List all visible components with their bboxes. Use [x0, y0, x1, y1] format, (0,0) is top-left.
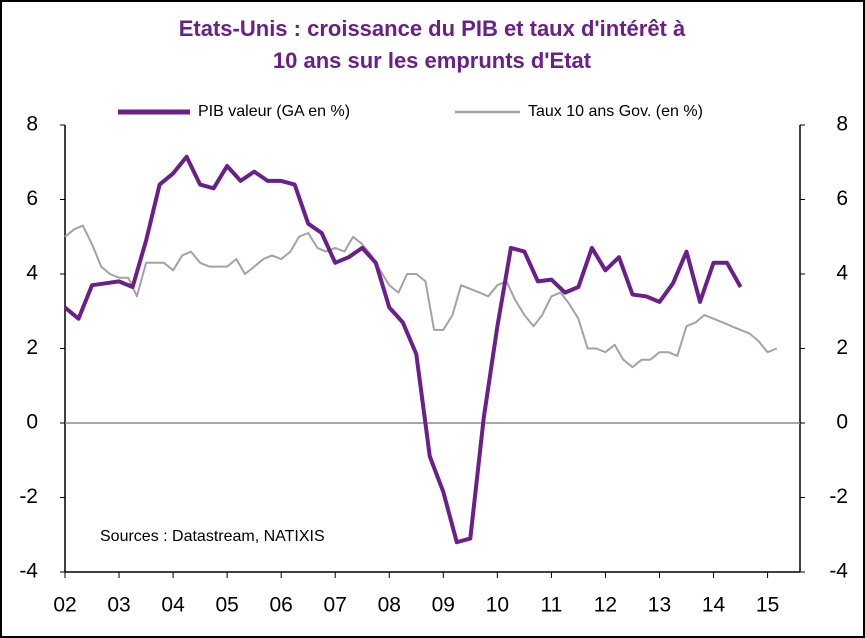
y2-tick-label: 8: [836, 113, 848, 136]
y-tick-label: 6: [26, 187, 38, 210]
x-tick-label: 08: [378, 594, 401, 617]
y-tick-label: -2: [19, 485, 38, 508]
x-tick-label: 07: [324, 594, 347, 617]
x-tick-label: 06: [269, 594, 292, 617]
series-line: [63, 154, 743, 545]
y-tick-label: -4: [19, 560, 38, 583]
x-tick-label: 03: [107, 594, 130, 617]
y-tick-label: 0: [26, 411, 38, 434]
y-tick-label: 8: [26, 113, 38, 136]
chart-subtitle: 10 ans sur les emprunts d'Etat: [273, 48, 592, 73]
x-tick-label: 10: [486, 594, 509, 617]
x-tick-label: 05: [215, 594, 238, 617]
annotation: Sources : Datastream, NATIXIS: [100, 528, 325, 545]
chart-title: Etats-Unis : croissance du PIB et taux d…: [179, 16, 686, 41]
y2-tick-label: 4: [836, 262, 848, 285]
y2-tick-label: -2: [829, 485, 848, 508]
x-tick-label: 11: [540, 594, 562, 617]
x-tick-label: 14: [702, 594, 726, 617]
y2-tick-label: 2: [836, 336, 848, 359]
x-tick-label: 12: [594, 594, 617, 617]
y-tick-label: 4: [26, 262, 38, 285]
y2-tick-label: 0: [836, 411, 848, 434]
legend-label: PIB valeur (GA en %): [198, 103, 350, 120]
x-tick-label: 13: [648, 594, 671, 617]
x-tick-label: 02: [53, 594, 76, 617]
y-tick-label: 2: [26, 336, 38, 359]
x-tick-label: 04: [161, 594, 185, 617]
y2-tick-label: 6: [836, 187, 848, 210]
y2-tick-label: -4: [829, 560, 848, 583]
series-line: [64, 224, 778, 369]
x-tick-label: 15: [756, 594, 779, 617]
legend-label: Taux 10 ans Gov. (en %): [528, 103, 703, 120]
x-tick-label: 09: [432, 594, 455, 617]
